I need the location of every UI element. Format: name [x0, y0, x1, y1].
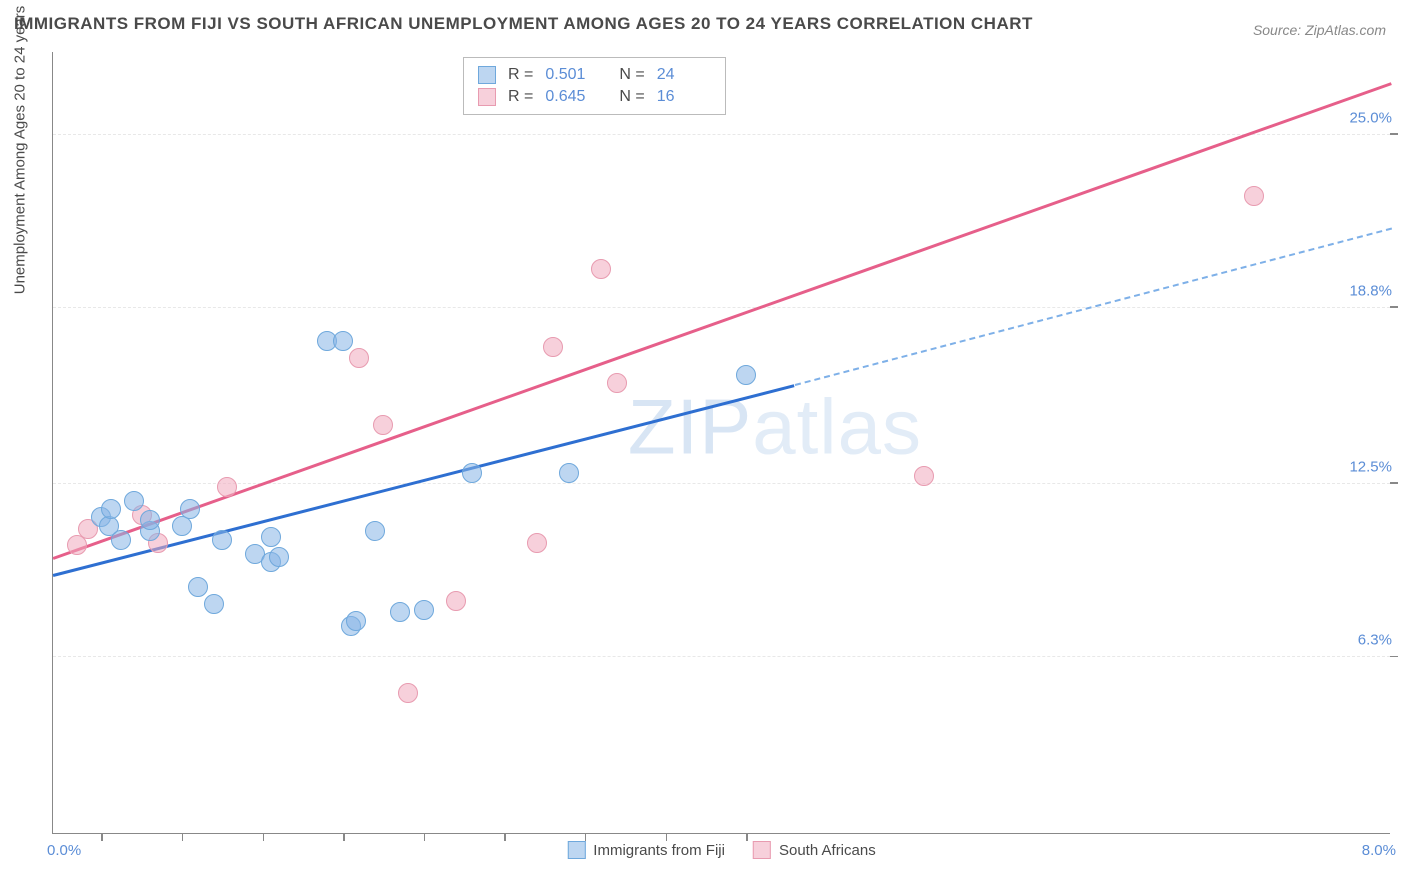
y-tick-mark [1390, 133, 1398, 135]
grid-line [53, 307, 1390, 308]
data-point [398, 683, 418, 703]
data-point [261, 527, 281, 547]
y-tick-label: 6.3% [1358, 632, 1392, 649]
n-value: 24 [657, 66, 711, 84]
legend-item-south-african: South Africans [753, 841, 876, 859]
n-label: N = [619, 66, 644, 84]
data-point [111, 530, 131, 550]
x-axis-min-label: 0.0% [47, 842, 81, 859]
grid-line [53, 656, 1390, 657]
data-point [390, 602, 410, 622]
data-point [446, 591, 466, 611]
grid-line [53, 134, 1390, 135]
legend-label: Immigrants from Fiji [593, 842, 725, 859]
legend: Immigrants from Fiji South Africans [567, 841, 875, 859]
data-point [373, 415, 393, 435]
x-tick-mark [263, 833, 265, 841]
stats-row-south-african: R = 0.645 N = 16 [478, 86, 711, 108]
swatch-icon [478, 88, 496, 106]
data-point [591, 259, 611, 279]
grid-line [53, 483, 1390, 484]
data-point [349, 348, 369, 368]
data-point [333, 331, 353, 351]
data-point [217, 477, 237, 497]
data-point [140, 510, 160, 530]
trend-line [53, 82, 1392, 559]
r-value: 0.645 [545, 88, 599, 106]
chart-title: IMMIGRANTS FROM FIJI VS SOUTH AFRICAN UN… [14, 14, 1033, 34]
y-tick-mark [1390, 306, 1398, 308]
data-point [269, 547, 289, 567]
data-point [124, 491, 144, 511]
n-label: N = [619, 88, 644, 106]
data-point [462, 463, 482, 483]
data-point [736, 365, 756, 385]
x-tick-mark [666, 833, 668, 841]
y-tick-label: 12.5% [1349, 458, 1392, 475]
data-point [543, 337, 563, 357]
watermark: ZIPatlas [628, 381, 922, 472]
legend-item-fiji: Immigrants from Fiji [567, 841, 725, 859]
correlation-stats-box: R = 0.501 N = 24 R = 0.645 N = 16 [463, 57, 726, 115]
data-point [346, 611, 366, 631]
data-point [914, 466, 934, 486]
x-tick-mark [746, 833, 748, 841]
n-value: 16 [657, 88, 711, 106]
x-tick-mark [585, 833, 587, 841]
y-tick-label: 18.8% [1349, 282, 1392, 299]
y-tick-label: 25.0% [1349, 109, 1392, 126]
data-point [180, 499, 200, 519]
watermark-text-1: ZIP [628, 382, 752, 470]
plot-area: ZIPatlas R = 0.501 N = 24 R = 0.645 N = … [52, 52, 1390, 834]
x-tick-mark [343, 833, 345, 841]
r-label: R = [508, 88, 533, 106]
swatch-icon [478, 66, 496, 84]
data-point [365, 521, 385, 541]
x-tick-mark [504, 833, 506, 841]
data-point [188, 577, 208, 597]
data-point [527, 533, 547, 553]
r-label: R = [508, 66, 533, 84]
stats-row-fiji: R = 0.501 N = 24 [478, 64, 711, 86]
x-tick-mark [101, 833, 103, 841]
x-axis-max-label: 8.0% [1362, 842, 1396, 859]
data-point [101, 499, 121, 519]
watermark-text-2: atlas [752, 382, 922, 470]
data-point [414, 600, 434, 620]
r-value: 0.501 [545, 66, 599, 84]
y-tick-mark [1390, 482, 1398, 484]
x-tick-mark [424, 833, 426, 841]
data-point [607, 373, 627, 393]
swatch-icon [567, 841, 585, 859]
data-point [559, 463, 579, 483]
data-point [212, 530, 232, 550]
data-point [204, 594, 224, 614]
y-tick-mark [1390, 656, 1398, 658]
x-tick-mark [182, 833, 184, 841]
source-attribution: Source: ZipAtlas.com [1253, 22, 1386, 38]
data-point [67, 535, 87, 555]
legend-label: South Africans [779, 842, 876, 859]
swatch-icon [753, 841, 771, 859]
data-point [1244, 186, 1264, 206]
y-axis-label: Unemployment Among Ages 20 to 24 years [12, 6, 29, 295]
